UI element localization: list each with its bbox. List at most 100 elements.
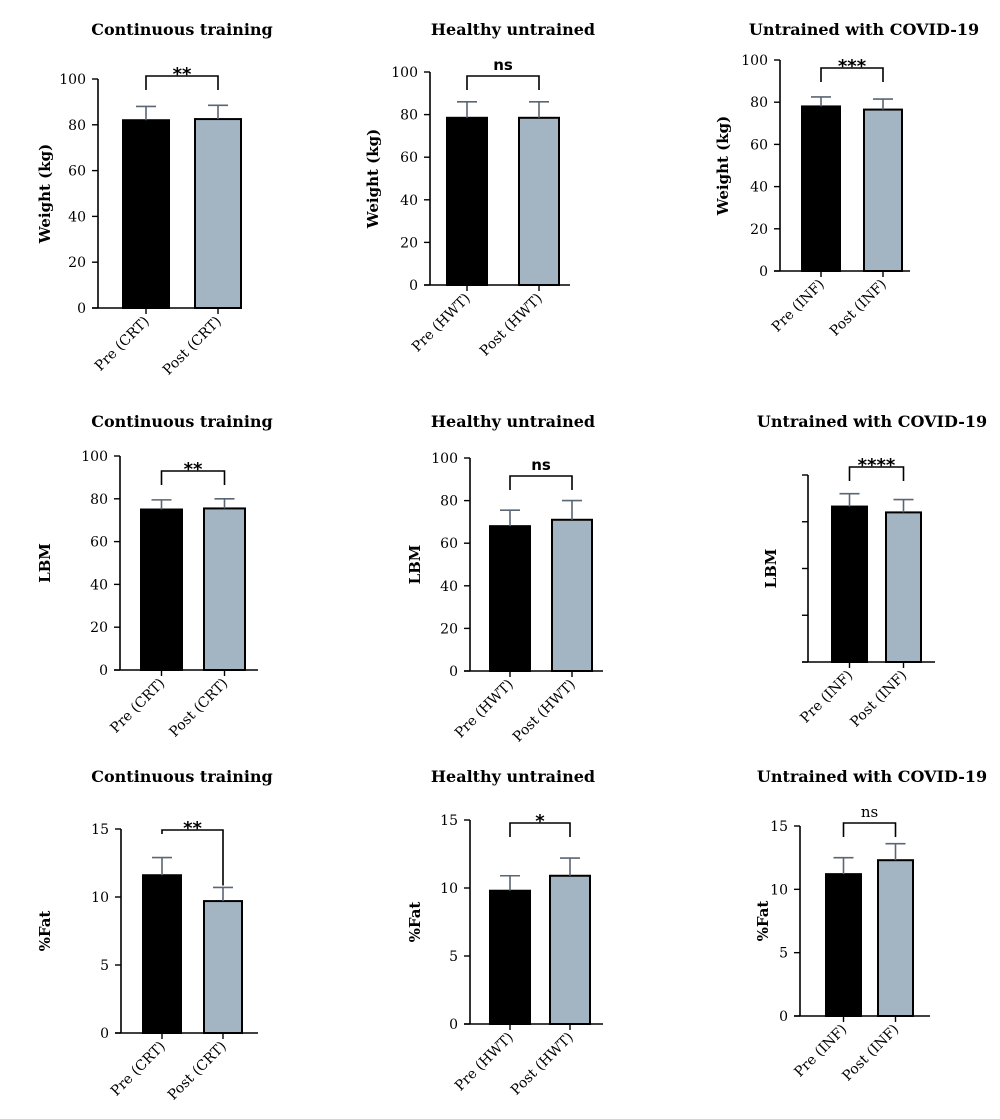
x-category-label: Post (INF) bbox=[847, 668, 910, 731]
y-tick-label: 0 bbox=[449, 664, 458, 680]
y-tick-label: 20 bbox=[750, 222, 768, 238]
y-tick-label: 20 bbox=[90, 620, 108, 636]
y-tick-label: 60 bbox=[750, 137, 768, 153]
bar-pre bbox=[140, 508, 183, 671]
bar-pre bbox=[489, 525, 531, 672]
y-tick-label: 40 bbox=[90, 577, 108, 593]
chart-title: Healthy untrained bbox=[431, 767, 595, 786]
y-tick-label: 20 bbox=[440, 621, 458, 637]
bar-pre bbox=[489, 889, 531, 1025]
significance-label: ns bbox=[493, 56, 513, 74]
y-tick-label: 60 bbox=[90, 535, 108, 551]
y-tick-label: 5 bbox=[779, 946, 788, 962]
chart-title: Continuous training bbox=[91, 412, 272, 431]
y-tick-label: 0 bbox=[759, 264, 768, 280]
significance-label: ** bbox=[173, 64, 192, 85]
bar-post bbox=[863, 108, 903, 272]
chart-panel-8: Healthy untrained %Fat 0 5 10 15 Pre (HWT)Post… bbox=[406, 767, 603, 1098]
y-tick-label: 10 bbox=[440, 881, 458, 897]
bar-post bbox=[203, 900, 243, 1035]
x-category-label: Post (CRT) bbox=[160, 314, 225, 379]
y-tick-label: 40 bbox=[68, 209, 86, 225]
bar-pre bbox=[801, 105, 841, 272]
significance-bracket bbox=[842, 822, 897, 837]
significance-bracket bbox=[848, 466, 905, 481]
significance-bracket bbox=[820, 67, 884, 82]
y-axis-label: Weight (kg) bbox=[36, 144, 54, 245]
chart-panel-6: Untrained with COVID-19 LBM Pre (INF)Post … bbox=[757, 412, 987, 730]
y-tick-label: 100 bbox=[59, 72, 86, 88]
significance-bracket bbox=[466, 75, 540, 90]
bar-pre bbox=[831, 505, 868, 663]
y-tick-label: 40 bbox=[750, 180, 768, 196]
significance-label: ns bbox=[861, 803, 878, 821]
significance-label: ** bbox=[184, 459, 203, 480]
y-tick-label: 80 bbox=[440, 494, 458, 510]
y-tick-label: 60 bbox=[440, 536, 458, 552]
y-tick-label: 0 bbox=[77, 301, 86, 317]
y-tick-label: 0 bbox=[409, 278, 418, 294]
chart-title: Continuous training bbox=[91, 767, 272, 786]
y-tick-label: 80 bbox=[750, 95, 768, 111]
x-category-label: Post (HWT) bbox=[477, 291, 546, 360]
y-tick-label: 15 bbox=[770, 819, 788, 835]
y-axis-label: Weight (kg) bbox=[714, 116, 732, 217]
y-tick-label: 0 bbox=[100, 1026, 109, 1042]
y-tick-label: 100 bbox=[81, 449, 108, 465]
x-category-label: Pre (CRT) bbox=[108, 1039, 169, 1100]
y-tick-label: 0 bbox=[779, 1009, 788, 1025]
y-tick-label: 80 bbox=[90, 492, 108, 508]
y-tick-label: 20 bbox=[400, 235, 418, 251]
chart-panel-7: Continuous training %Fat 0 5 10 15 Pre (CRT)Po… bbox=[36, 767, 273, 1103]
x-category-label: Post (INF) bbox=[839, 1022, 902, 1085]
bar-post bbox=[877, 859, 914, 1018]
x-category-label: Pre (CRT) bbox=[92, 314, 153, 375]
significance-bracket bbox=[509, 822, 571, 837]
x-category-label: Pre (HWT) bbox=[452, 1030, 517, 1095]
chart-title: Healthy untrained bbox=[431, 20, 595, 39]
y-axis-label: %Fat bbox=[754, 901, 772, 942]
y-tick-label: 100 bbox=[741, 53, 768, 69]
y-axis-label: %Fat bbox=[36, 911, 54, 952]
chart-title: Untrained with COVID-19 bbox=[749, 20, 979, 39]
x-category-label: Post (HWT) bbox=[508, 1030, 577, 1099]
x-category-label: Post (CRT) bbox=[165, 1039, 230, 1104]
x-category-label: Post (INF) bbox=[827, 277, 890, 340]
bar-pre bbox=[122, 119, 170, 309]
y-tick-label: 60 bbox=[68, 164, 86, 180]
bar-post bbox=[549, 874, 591, 1026]
y-axis-label: Weight (kg) bbox=[364, 129, 382, 230]
bar-pre bbox=[142, 874, 182, 1034]
significance-bracket bbox=[145, 75, 219, 90]
chart-title: Continuous training bbox=[91, 20, 272, 39]
y-tick-label: 15 bbox=[91, 822, 109, 838]
bar-post bbox=[194, 118, 242, 309]
y-tick-label: 5 bbox=[100, 958, 109, 974]
y-tick-label: 0 bbox=[99, 663, 108, 679]
chart-panel-4: Continuous training LBM 0 20 40 60 80 100 Pre (C… bbox=[36, 412, 273, 740]
y-tick-label: 100 bbox=[431, 451, 458, 467]
y-axis-label: %Fat bbox=[406, 902, 424, 943]
x-category-label: Post (HWT) bbox=[510, 677, 579, 746]
chart-title: Untrained with COVID-19 bbox=[757, 412, 987, 431]
y-tick-label: 80 bbox=[68, 118, 86, 134]
significance-bracket bbox=[160, 470, 226, 485]
y-tick-label: 80 bbox=[400, 108, 418, 124]
y-tick-label: 60 bbox=[400, 150, 418, 166]
chart-panel-3: Untrained with COVID-19 Weight (kg) 0 20 40 6… bbox=[714, 20, 979, 339]
y-tick-label: 10 bbox=[770, 882, 788, 898]
bar-pre bbox=[825, 873, 862, 1018]
significance-label: *** bbox=[838, 56, 867, 77]
x-category-label: Pre (HWT) bbox=[409, 291, 474, 356]
chart-title: Healthy untrained bbox=[431, 412, 595, 431]
significance-label: ns bbox=[531, 456, 551, 474]
y-axis-label: LBM bbox=[406, 545, 424, 585]
significance-label: **** bbox=[858, 455, 896, 476]
y-tick-label: 5 bbox=[449, 949, 458, 965]
bar-post bbox=[518, 116, 560, 286]
significance-bracket bbox=[161, 829, 224, 886]
bar-post bbox=[203, 507, 246, 671]
x-category-label: Pre (INF) bbox=[769, 277, 828, 336]
